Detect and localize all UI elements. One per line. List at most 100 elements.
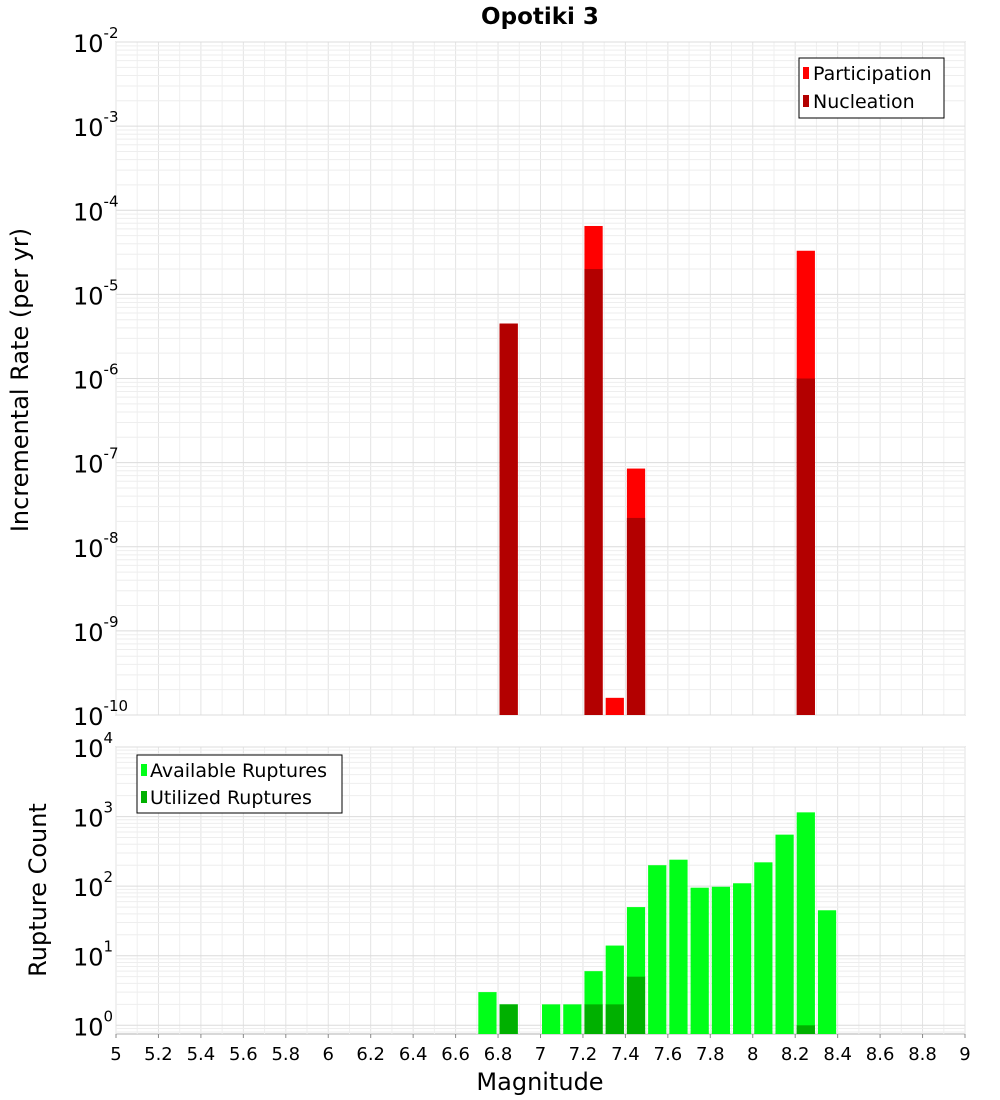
x-tick-label: 5.8 [271,1044,300,1065]
x-tick-label: 5.6 [229,1044,258,1065]
count-y-tick-base: 10 [73,944,104,972]
rate-y-tick-base: 10 [73,30,104,58]
utilized-legend-label: Utilized Ruptures [150,787,312,809]
count-y-tick-label: 101 [73,938,113,972]
rate-y-axis-label: Incremental Rate (per yr) [6,228,34,532]
count-grid [115,746,966,1034]
available-ruptures-bar [478,992,497,1034]
count-bars [478,812,837,1034]
rate-bars [499,225,815,716]
rate-y-tick-label: 10-5 [73,276,119,310]
available-ruptures-bar [796,812,815,1034]
x-tick-label: 9 [959,1044,970,1065]
rate-y-tick-base: 10 [73,535,104,563]
rate-y-tick-label: 10-7 [73,445,119,479]
rate-y-tick-label: 10-9 [73,613,119,647]
nucleation-bar [796,378,815,715]
rate-grid [115,41,966,716]
x-tick-label: 7 [535,1044,546,1065]
available-ruptures-bar [733,883,752,1034]
x-tick-label: 7.8 [696,1044,725,1065]
rate-y-tick-exp: -3 [104,108,119,126]
rate-y-tick-exp: -7 [104,445,119,463]
rate-y-tick-exp: -5 [104,276,119,294]
available-legend-swatch [141,764,147,776]
rate-panel: 10-210-310-410-510-610-710-810-910-10 In… [6,24,966,731]
available-legend-label: Available Ruptures [150,760,327,782]
available-ruptures-bar [563,1004,582,1034]
x-tick-label: 5.2 [144,1044,173,1065]
rate-y-ticks: 10-210-310-410-510-610-710-810-910-10 [73,24,128,731]
rate-y-tick-label: 10-4 [73,192,119,226]
x-tick-label: 8.6 [866,1044,895,1065]
rate-y-tick-exp: -9 [104,613,119,631]
participation-legend-label: Participation [813,63,932,85]
rate-y-tick-base: 10 [73,114,104,142]
available-ruptures-bar [669,859,688,1034]
rate-y-tick-base: 10 [73,619,104,647]
rate-y-tick-base: 10 [73,367,104,395]
x-tick-label: 6.6 [441,1044,470,1065]
utilized-ruptures-bar [626,976,646,1034]
nucleation-bar [584,269,603,715]
count-legend: Available Ruptures Utilized Ruptures [136,754,343,814]
rate-y-tick-label: 10-3 [73,108,119,142]
rate-legend: Participation Nucleation [798,57,945,119]
nucleation-legend-swatch [803,95,809,107]
rate-y-tick-exp: -6 [104,361,119,379]
utilized-ruptures-bar [499,1004,518,1034]
rate-y-tick-label: 10-10 [73,697,128,731]
count-y-axis-label: Rupture Count [24,803,52,977]
count-y-tick-base: 10 [73,1013,104,1041]
nucleation-bar [499,323,518,715]
available-ruptures-bar [711,886,731,1034]
chart-title: Opotiki 3 [481,4,599,30]
count-y-tick-exp: 2 [104,868,114,886]
count-x-ticks: 5 5.2 5.4 5.6 5.8 6 6.2 6.4 6.6 6.8 7 7.2 7.4 7.6 7.8 8… [110,1034,971,1065]
rate-y-tick-base: 10 [73,198,104,226]
x-tick-label: 6 [323,1044,334,1065]
available-ruptures-bar [648,865,667,1034]
nucleation-legend-label: Nucleation [813,91,915,113]
count-y-tick-exp: 3 [104,799,114,817]
rate-legend-box [798,57,945,119]
count-y-tick-label: 104 [73,729,113,763]
count-y-tick-label: 100 [73,1007,113,1041]
rate-y-tick-exp: -10 [104,697,129,715]
x-tick-label: 8.2 [781,1044,810,1065]
available-ruptures-bar [817,910,837,1034]
utilized-legend-swatch [141,791,147,803]
nucleation-bar [626,517,646,715]
count-y-tick-exp: 1 [104,938,114,956]
x-tick-label: 6.2 [356,1044,385,1065]
count-y-tick-base: 10 [73,805,104,833]
participation-bar [605,697,624,715]
rate-y-tick-label: 10-6 [73,361,119,395]
available-ruptures-bar [542,1004,561,1034]
utilized-ruptures-bar [605,1004,624,1034]
rate-y-tick-base: 10 [73,703,104,731]
available-ruptures-bar [754,862,773,1034]
rate-y-tick-exp: -2 [104,24,119,42]
rate-y-tick-base: 10 [73,282,104,310]
rate-y-tick-base: 10 [73,451,104,479]
count-y-tick-base: 10 [73,874,104,902]
count-legend-box [136,754,343,814]
x-tick-label: 5 [110,1044,121,1065]
x-tick-label: 8 [747,1044,758,1065]
count-y-tick-base: 10 [73,735,104,763]
available-ruptures-bar [775,834,794,1034]
x-axis-label: Magnitude [476,1068,603,1096]
utilized-ruptures-bar [796,1025,815,1034]
rate-y-tick-exp: -8 [104,529,119,547]
x-tick-label: 5.4 [187,1044,216,1065]
x-tick-label: 7.4 [611,1044,640,1065]
rate-y-tick-label: 10-8 [73,529,119,563]
x-tick-label: 6.4 [399,1044,428,1065]
utilized-ruptures-bar [584,1004,603,1034]
x-tick-label: 6.8 [484,1044,513,1065]
